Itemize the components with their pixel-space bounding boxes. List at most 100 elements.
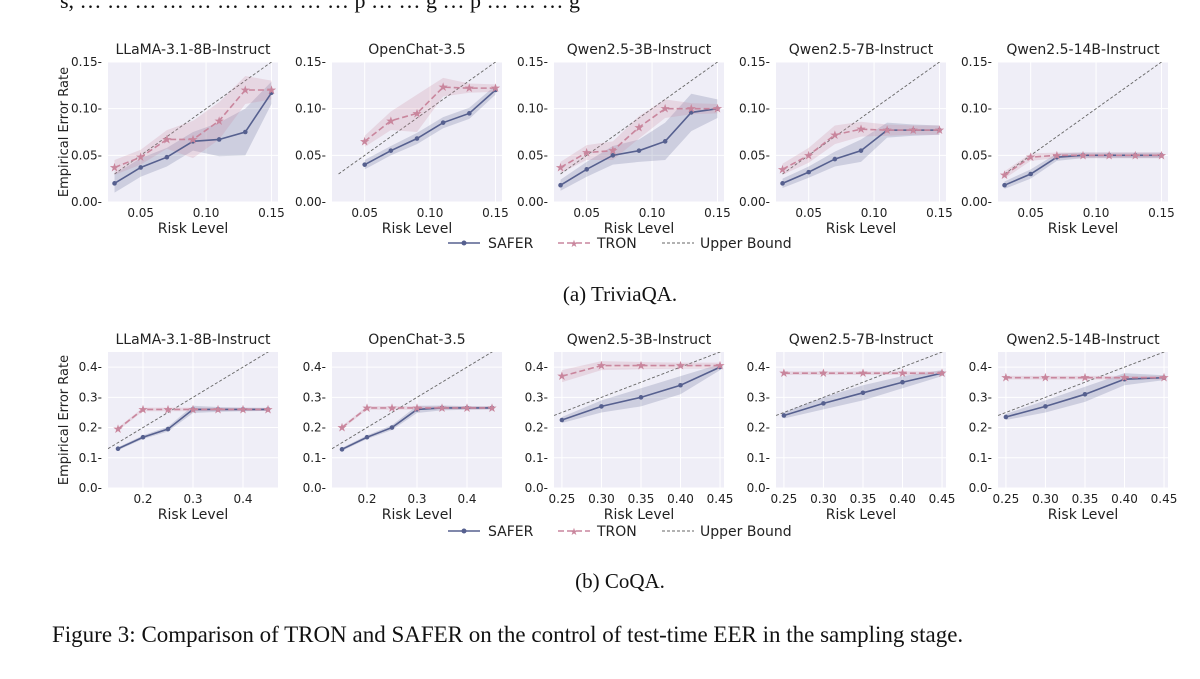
tron-point: ★: [1080, 371, 1091, 385]
tron-point: ★: [135, 150, 146, 164]
safer-point: [190, 407, 196, 412]
y-tick-label: 0.3-: [747, 390, 770, 404]
tron-point: ★: [238, 402, 249, 416]
safer-point: [662, 139, 668, 144]
x-tick-label: 0.10: [1083, 206, 1110, 220]
x-tick-label: 0.45: [707, 492, 734, 506]
safer-point: [464, 405, 470, 411]
x-tick-label: 0.45: [1151, 492, 1178, 506]
tron-line: [364, 86, 496, 142]
tron-point: ★: [882, 123, 893, 137]
tron-point: ★: [686, 102, 697, 116]
safer-point: [1028, 171, 1033, 177]
safer-point: [1080, 153, 1086, 158]
safer-point: [900, 379, 905, 385]
tron-point: ★: [1119, 371, 1130, 385]
y-tick-label: 0.4-: [747, 360, 770, 374]
tron-point: ★: [490, 81, 501, 95]
y-tick-label: 0.00-: [961, 195, 992, 209]
y-tick-label: 0.15-: [961, 55, 992, 69]
safer-point: [215, 407, 221, 412]
x-tick-label: 0.15: [926, 206, 953, 220]
legend-triviaqa: SAFER ★ TRON Upper Bound: [448, 236, 792, 252]
x-axis-label: Risk Level: [1048, 507, 1118, 523]
plot-background: [776, 62, 946, 202]
triviaqa-group: 0.00- 0.05- 0.10- 0.15- 0.05 0.10 0.15 ★ ★ ★ ★ ★ ★ ★ L…: [57, 42, 1175, 237]
panel-title: Qwen2.5-7B-Instruct: [789, 332, 934, 348]
upper-bound-line: [560, 62, 719, 175]
y-axis-label: Empirical Error Rate: [57, 67, 72, 197]
safer-point: [138, 165, 143, 170]
safer-point: [467, 111, 472, 116]
safer-point: [216, 137, 222, 142]
plot-background: [332, 62, 502, 202]
safer-point: [265, 407, 271, 412]
y-tick-label: 0.1-: [525, 451, 548, 465]
safer-point: [599, 404, 604, 409]
safer-point: [339, 447, 345, 452]
x-tick-label: 0.15: [482, 206, 509, 220]
y-tick-label: 0.05-: [517, 148, 548, 162]
x-tick-label: 0.15: [704, 206, 731, 220]
safer-point: [112, 181, 117, 186]
plot-background: [554, 62, 724, 202]
tron-point: ★: [163, 402, 174, 416]
safer-point: [190, 139, 196, 144]
x-tick-label: 0.35: [1072, 492, 1099, 506]
safer-point: [164, 154, 170, 160]
y-tick-label: 0.4-: [303, 360, 326, 374]
upper-bound-line: [554, 352, 722, 416]
legend-coqa: SAFER ★ TRON Upper Bound: [448, 524, 792, 540]
safer-point: [832, 156, 838, 162]
safer-point: [558, 182, 563, 188]
tron-confidence-band: [114, 76, 272, 175]
y-tick-label: 0.10-: [739, 102, 770, 116]
y-tick-label: 0.00-: [295, 195, 326, 209]
x-tick-label: 0.25: [993, 492, 1020, 506]
legend-safer-label: SAFER: [488, 236, 534, 252]
safer-point: [489, 405, 495, 411]
x-tick-label: 0.30: [588, 492, 615, 506]
y-tick-label: 0.2-: [303, 421, 326, 435]
tron-point: ★: [908, 123, 919, 137]
tron-confidence-band: [560, 99, 718, 174]
y-tick-label: 0.1-: [969, 451, 992, 465]
tron-point: ★: [856, 122, 867, 136]
y-tick-label: 0.0-: [747, 481, 770, 495]
tron-point: ★: [829, 128, 840, 142]
y-tick-label: 0.0-: [525, 481, 548, 495]
tron-point: ★: [1025, 150, 1036, 164]
safer-point: [610, 153, 616, 158]
safer-point: [240, 407, 246, 412]
tron-point: ★: [675, 359, 686, 373]
safer-point: [414, 136, 420, 141]
tron-point: ★: [557, 369, 568, 383]
panel-qwen2-5-3b-instruct: 0.0- 0.1- 0.2- 0.3- 0.4- 0.25 0.30 0.35 0.40 0.45…: [525, 332, 734, 523]
safer-point: [911, 127, 916, 133]
tron-point: ★: [937, 366, 948, 380]
y-tick-label: 0.15-: [739, 55, 770, 69]
y-tick-label: 0.10-: [961, 102, 992, 116]
safer-point: [493, 87, 498, 93]
legend-safer-marker: [461, 528, 467, 534]
safer-point: [140, 434, 146, 440]
y-tick-label: 0.15-: [517, 55, 548, 69]
safer-point: [780, 181, 785, 186]
x-axis-label: Risk Level: [604, 221, 674, 237]
safer-point: [389, 425, 395, 430]
tron-line: [782, 128, 940, 171]
safer-point: [440, 120, 446, 125]
tron-point: ★: [266, 83, 277, 97]
safer-point: [584, 167, 589, 172]
x-axis-label: Risk Level: [158, 507, 228, 523]
y-tick-label: 0.0-: [303, 481, 326, 495]
plot-background: [776, 352, 946, 488]
subcaption-coqa: (b) CoQA.: [575, 569, 665, 593]
y-tick-label: 0.4-: [79, 360, 102, 374]
safer-confidence-band: [1004, 152, 1162, 189]
x-tick-label: 0.40: [889, 492, 916, 506]
safer-point: [243, 129, 248, 135]
safer-point: [1054, 154, 1060, 160]
tron-point: ★: [1156, 148, 1167, 162]
